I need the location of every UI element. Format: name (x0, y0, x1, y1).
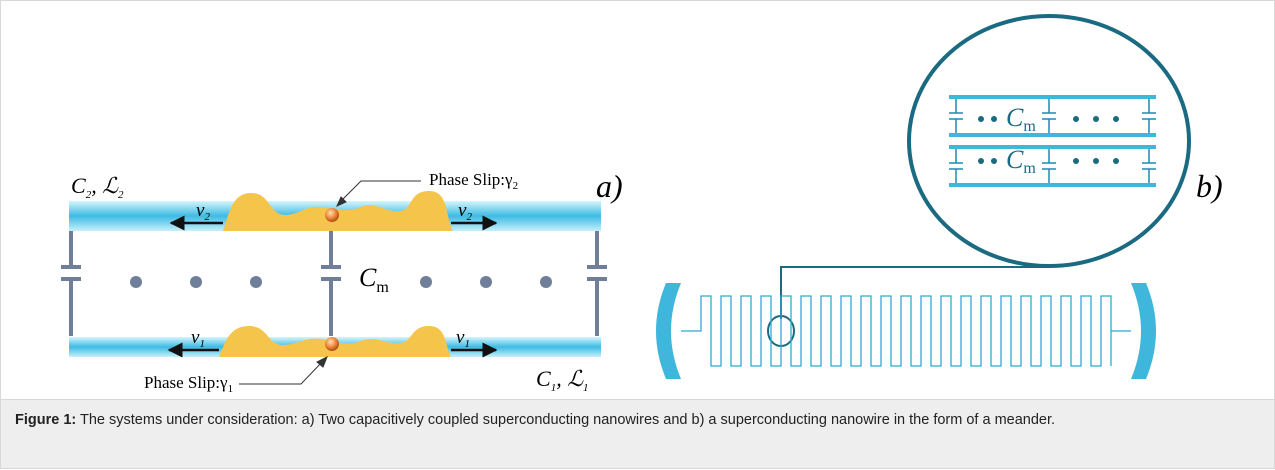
caption-label: Figure 1: (15, 412, 76, 428)
page: C2, ℒ2 Phase Slip:γ2 a) v2 v2 v1 v1 Cm P… (0, 0, 1275, 470)
bottom-wire-label: C1, ℒ1 (536, 366, 589, 394)
top-wave (223, 191, 453, 231)
panel-b: Cm Cm b) (656, 16, 1223, 379)
velocity-label: v1 (456, 327, 470, 350)
phase-slip-top (325, 208, 339, 222)
top-wire-label: C2, ℒ2 (71, 173, 124, 201)
top-phase-slip: Phase Slip:γ2 (429, 170, 518, 192)
bottom-phase-slip: Phase Slip:γ1 (144, 373, 233, 395)
meander (681, 296, 1131, 366)
connectors (61, 231, 607, 336)
left-contact (656, 283, 681, 379)
caption: Figure 1: The systems under consideratio… (0, 399, 1275, 469)
panel-b-label: b) (1196, 168, 1223, 204)
phase-slip-bottom (325, 337, 339, 351)
coupling-capacitance: Cm (359, 263, 389, 296)
panel-a-label: a) (596, 168, 623, 204)
figure: C2, ℒ2 Phase Slip:γ2 a) v2 v2 v1 v1 Cm P… (0, 0, 1275, 399)
zoom-circle (909, 16, 1189, 266)
panel-a: C2, ℒ2 Phase Slip:γ2 a) v2 v2 v1 v1 Cm P… (61, 168, 623, 395)
velocity-label: v1 (191, 327, 205, 350)
right-contact (1131, 283, 1156, 379)
caption-text: The systems under consideration: a) Two … (80, 412, 1055, 428)
